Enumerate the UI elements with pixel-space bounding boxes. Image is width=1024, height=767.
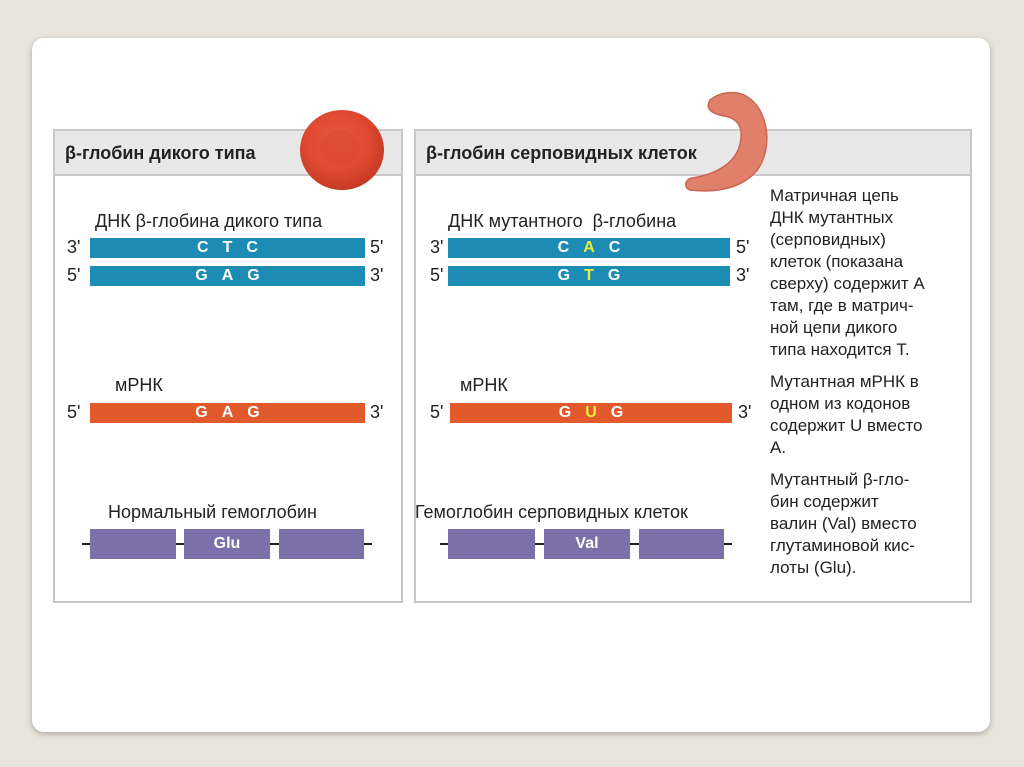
wild-dna-coding-strand: GAG: [90, 266, 365, 286]
note-line: там, где в матрич-: [770, 296, 914, 315]
base: A: [221, 267, 248, 284]
wild-dna-label: ДНК β-глобина дикого типа: [95, 211, 323, 231]
glu-segment: Glu: [184, 529, 270, 559]
wild-mrna-strand: GAG: [90, 403, 365, 423]
protein-segment: [279, 529, 364, 559]
base: G: [557, 267, 585, 284]
note-line: Мутантный β-гло-: [770, 470, 910, 489]
base: G: [610, 404, 638, 421]
base: G: [247, 267, 274, 284]
note-template-strand: Матричная цепь ДНК мутантных (серповидны…: [770, 185, 960, 361]
prime-label: 5': [67, 265, 81, 285]
sickle-protein-label: Гемоглобин серповидных клеток: [415, 502, 688, 522]
prime-label: 5': [430, 265, 444, 285]
note-line: клеток (показана: [770, 252, 904, 271]
base: C: [197, 239, 223, 256]
note-line: сверху) содержит А: [770, 274, 925, 293]
base: G: [195, 404, 222, 421]
note-line: содержит U вместо: [770, 416, 923, 435]
mutated-base: A: [583, 239, 609, 256]
sickle-dna-template-strand: CAC: [448, 238, 730, 258]
wild-dna-template-strand: CTC: [90, 238, 365, 258]
prime-label: 3': [738, 402, 752, 422]
prime-label: 3': [67, 237, 81, 257]
prime-label: 5': [430, 402, 444, 422]
red-blood-cell-image: [300, 110, 384, 190]
prime-label: 5': [736, 237, 750, 257]
mutated-base: T: [584, 267, 608, 284]
prime-label: 3': [370, 402, 384, 422]
note-line: (серповидных): [770, 230, 886, 249]
sickle-mrna-strand: GUG: [450, 403, 732, 423]
protein-segment: [90, 529, 176, 559]
note-line: Матричная цепь: [770, 186, 899, 205]
sickle-mrna-label: мРНК: [460, 375, 508, 395]
note-line: лоты (Glu).: [770, 558, 857, 577]
note-line: бин содержит: [770, 492, 879, 511]
mutated-base: U: [585, 404, 611, 421]
sickle-panel: β-глобин серповидных клеток: [414, 129, 972, 603]
note-line: Мутантная мРНК в: [770, 372, 919, 391]
base: T: [222, 239, 247, 256]
base: C: [608, 239, 635, 256]
prime-label: 3': [736, 265, 750, 285]
val-segment: Val: [544, 529, 630, 559]
base: C: [246, 239, 272, 256]
sickle-title: β-глобин серповидных клеток: [416, 131, 970, 176]
note-line: типа находится Т.: [770, 340, 910, 359]
note-line: валин (Val) вместо: [770, 514, 917, 533]
base: G: [247, 404, 274, 421]
protein-segment: [639, 529, 724, 559]
base: G: [558, 404, 586, 421]
base: A: [221, 404, 248, 421]
sickle-cell-image: [685, 91, 768, 192]
prime-label: 5': [67, 402, 81, 422]
note-mrna: Мутантная мРНК в одном из кодонов содерж…: [770, 371, 960, 459]
prime-label: 5': [370, 237, 384, 257]
sickle-dna-label: ДНК мутантного β-глобина: [448, 211, 677, 231]
wild-protein-label: Нормальный гемоглобин: [108, 502, 317, 522]
base: G: [195, 267, 222, 284]
note-line: глутаминовой кис-: [770, 536, 915, 555]
note-line: одном из кодонов: [770, 394, 911, 413]
protein-segment: [448, 529, 535, 559]
wild-mrna-label: мРНК: [115, 375, 163, 395]
note-line: ДНК мутантных: [770, 208, 894, 227]
note-protein: Мутантный β-гло- бин содержит валин (Val…: [770, 469, 960, 579]
base: G: [607, 267, 635, 284]
sickle-dna-coding-strand: GTG: [448, 266, 730, 286]
prime-label: 3': [370, 265, 384, 285]
prime-label: 3': [430, 237, 444, 257]
note-line: ной цепи дикого: [770, 318, 898, 337]
note-line: А.: [770, 438, 787, 457]
base: C: [557, 239, 584, 256]
